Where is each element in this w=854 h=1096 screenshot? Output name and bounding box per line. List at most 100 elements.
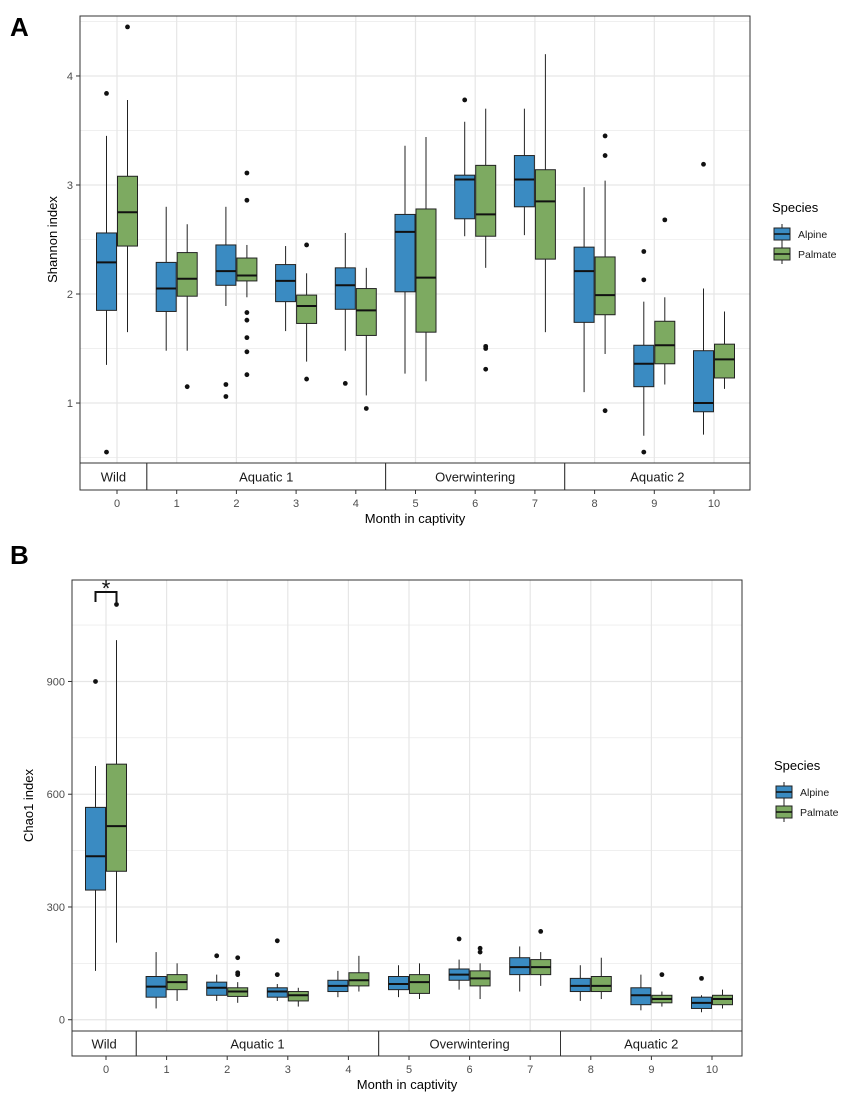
x-tick-label: 3 [293, 498, 299, 510]
box-alpine-month-10 [691, 975, 712, 1013]
box-iqr [155, 261, 177, 312]
box-alpine-month-3 [275, 246, 297, 332]
outlier-point [701, 161, 706, 167]
box-palmate-month-2 [227, 955, 249, 1003]
box-palmate-month-9 [651, 972, 673, 1007]
y-tick-label: 0 [59, 1015, 65, 1027]
box-palmate-month-3 [287, 987, 309, 1007]
box-palmate-month-0 [117, 24, 138, 333]
box-iqr [236, 257, 258, 282]
outlier-point [244, 349, 250, 355]
box-iqr [594, 256, 616, 316]
box-alpine-month-2 [215, 206, 237, 399]
outlier-point [462, 97, 468, 103]
x-tick-label: 1 [164, 1064, 170, 1076]
x-tick-label: 5 [406, 1064, 412, 1076]
outlier-point [184, 384, 190, 390]
outlier-point [244, 170, 250, 176]
box-alpine-month-4 [327, 970, 349, 998]
box-palmate-month-8 [594, 133, 616, 414]
phase-strip-box [146, 462, 387, 491]
box-alpine-month-1 [145, 952, 167, 1009]
box-iqr [176, 252, 198, 297]
box-iqr [475, 164, 497, 237]
x-tick-label: 0 [103, 1064, 109, 1076]
box-iqr [215, 244, 237, 286]
phase-label: Aquatic 1 [230, 1037, 284, 1052]
outlier-point [223, 382, 229, 387]
box-alpine-month-5 [388, 965, 409, 998]
legend-label-palmate: Palmate [798, 249, 837, 261]
box-palmate-month-8 [590, 957, 612, 1000]
phase-strip-box [564, 462, 751, 491]
box-iqr [415, 208, 437, 333]
box-palmate-month-3 [296, 242, 318, 382]
outlier-point [114, 602, 119, 607]
y-axis-label: Chao1 index [21, 769, 36, 842]
phase-label: Aquatic 2 [630, 470, 684, 485]
box-palmate-month-1 [176, 224, 198, 390]
box-iqr [275, 264, 297, 303]
box-alpine-month-5 [394, 145, 416, 374]
significance-bracket [94, 591, 118, 602]
box-palmate-month-6 [475, 108, 497, 372]
x-tick-label: 6 [472, 498, 478, 510]
box-alpine-month-8 [569, 965, 591, 1001]
box-alpine-month-7 [513, 108, 535, 236]
phase-strip-box [560, 1030, 743, 1057]
y-axis-label: Shannon index [45, 196, 60, 283]
x-tick-label: 6 [467, 1064, 473, 1076]
box-alpine-month-6 [448, 936, 470, 990]
outlier-point [483, 366, 489, 372]
outlier-point [244, 197, 250, 203]
box-iqr [296, 294, 318, 324]
box-iqr [409, 974, 430, 994]
legend-label-palmate: Palmate [800, 807, 839, 819]
outlier-point [363, 406, 369, 411]
outlier-point [244, 372, 250, 378]
box-alpine-month-2 [206, 953, 228, 1001]
box-iqr [394, 213, 416, 293]
outlier-point [235, 970, 241, 976]
box-alpine-month-10 [693, 161, 714, 435]
phase-label: Overwintering [429, 1037, 509, 1052]
box-iqr [96, 232, 117, 311]
x-tick-label: 7 [527, 1064, 533, 1076]
legend-title: Species [774, 758, 821, 773]
outlier-point [641, 249, 647, 254]
outlier-point [274, 972, 280, 978]
x-tick-label: 2 [224, 1064, 230, 1076]
box-palmate-month-10 [712, 989, 733, 1009]
outlier-point [662, 217, 668, 223]
outlier-point [304, 376, 309, 382]
x-tick-label: 4 [345, 1064, 351, 1076]
x-tick-label: 8 [592, 498, 598, 510]
outlier-point [223, 394, 229, 399]
box-alpine-month-6 [454, 97, 476, 237]
outlier-point [244, 310, 250, 315]
outlier-point [125, 24, 130, 30]
box-palmate-month-4 [348, 955, 370, 992]
phase-label: Wild [101, 470, 126, 485]
phase-strip-box [135, 1030, 380, 1057]
box-palmate-month-7 [530, 929, 552, 986]
x-tick-label: 3 [285, 1064, 291, 1076]
outlier-point [304, 242, 309, 248]
x-axis-label: Month in captivity [357, 1077, 458, 1092]
box-iqr [654, 320, 676, 365]
outlier-point [244, 317, 250, 323]
outlier-point [104, 91, 109, 96]
x-tick-label: 9 [651, 498, 657, 510]
outlier-point [274, 938, 280, 944]
x-tick-label: 7 [532, 498, 538, 510]
box-palmate-month-2 [236, 170, 258, 378]
box-iqr [693, 350, 714, 413]
box-alpine-month-4 [334, 232, 356, 386]
outlier-point [659, 972, 665, 978]
y-tick-label: 4 [67, 71, 73, 83]
box-palmate-month-4 [355, 267, 377, 411]
phase-label: Overwintering [435, 470, 515, 485]
x-tick-label: 0 [114, 498, 120, 510]
outlier-point [641, 449, 647, 455]
box-iqr [714, 343, 735, 379]
